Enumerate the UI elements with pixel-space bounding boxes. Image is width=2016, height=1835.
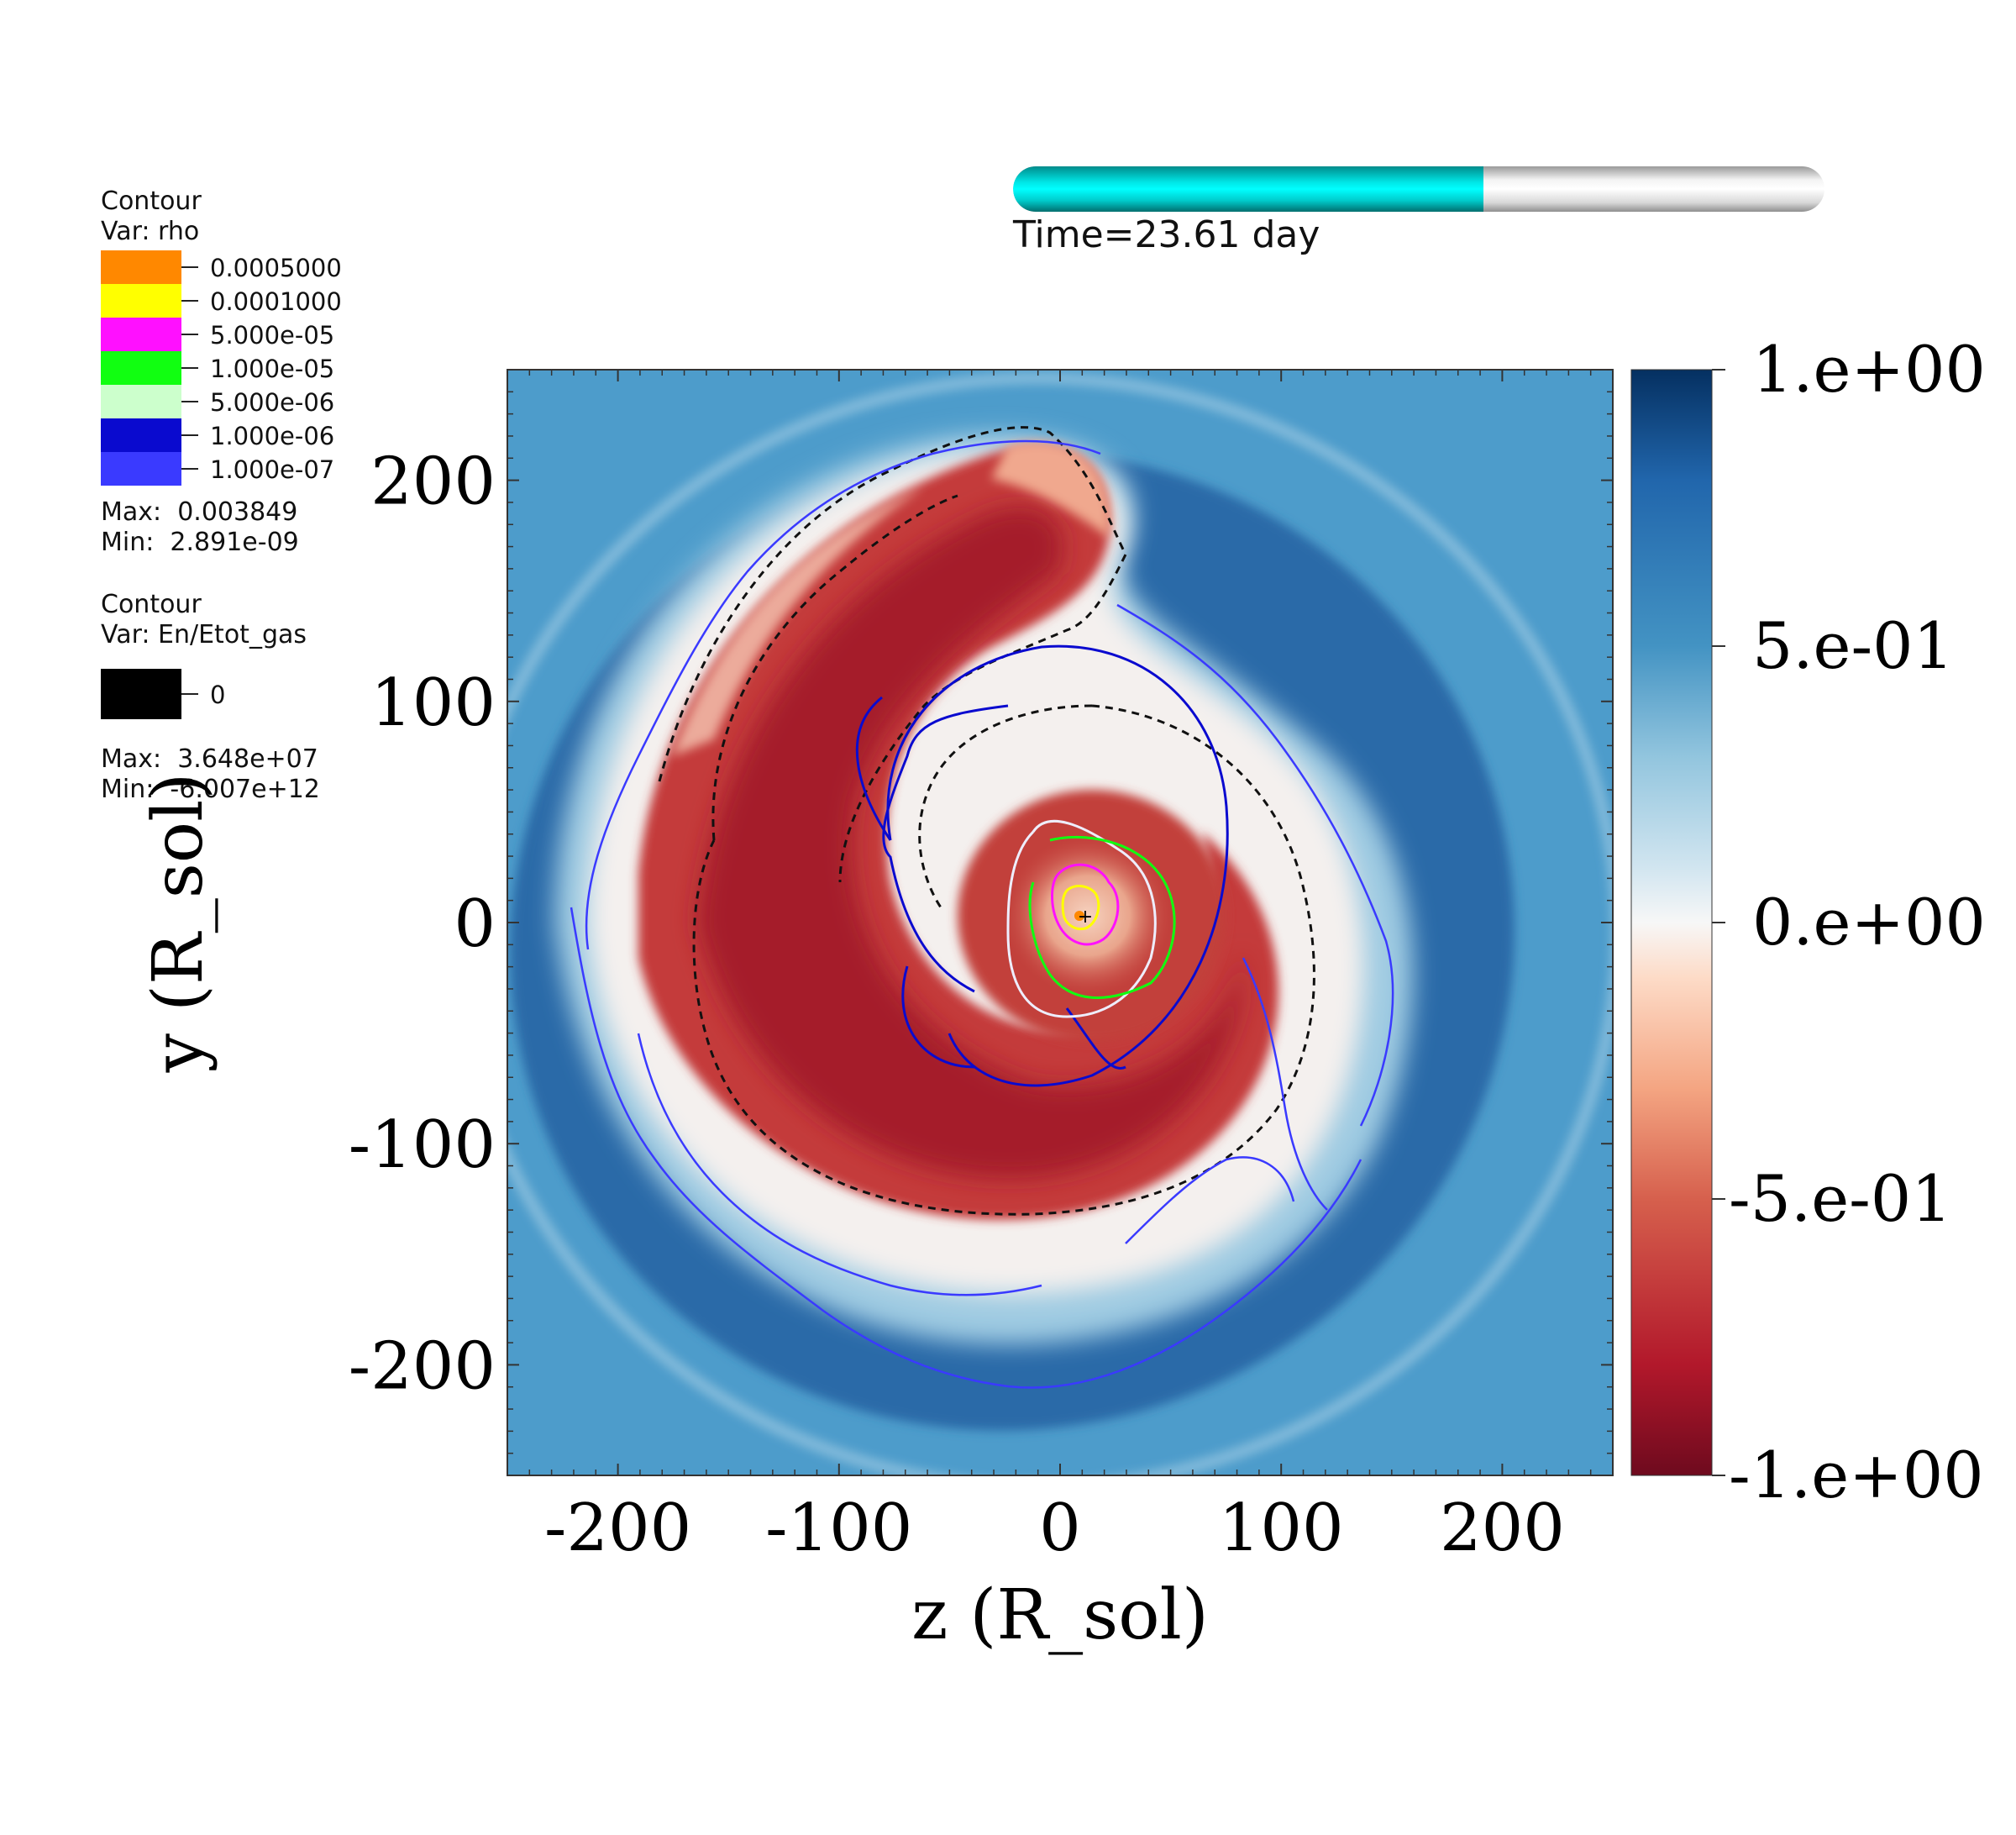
colorbar-tick-label: -1.e+00 [1729,1438,1984,1512]
legend-max: Max: 0.003849 [101,497,298,527]
x-tick-label: -200 [544,1491,691,1566]
legend-swatch [101,318,181,351]
legend-entry: 5.000e-06 [101,385,334,418]
x-tick-label: 200 [1440,1491,1565,1566]
rho-contour-1e-06 [1065,1007,1126,1070]
rho-contour-1e-06 [886,644,1229,1087]
legend-entry: 0 [101,669,320,719]
legend-value: 5.000e-05 [210,321,335,350]
legend-swatch [101,669,181,719]
legend-tick [181,300,198,302]
rho-contour-5e-05 [1051,863,1120,946]
rho-contour-1e-07 [585,439,1101,950]
colorbar-ticks [1712,369,1725,1476]
legend-value: 1.000e-06 [210,422,335,450]
legend-entry: 0.0001000 [101,284,342,318]
y-axis-tick-labels: 200 100 0 -100 -200 [349,444,496,1405]
legend-entry: 1.000e-05 [101,351,334,385]
legend-swatch [101,385,181,418]
legend-tick [181,434,198,436]
legend-max: Max: 3.648e+07 [101,744,318,774]
arm-outer-edge [672,487,924,756]
legend-min: Min: 2.891e-09 [101,528,299,557]
x-axis-label: z (R_sol) [911,1575,1209,1655]
legend-variable: Var: rho [101,217,200,246]
legend-value: 0.0001000 [210,287,342,316]
legend-value: 1.000e-07 [210,455,335,484]
colorbar-tick-label: -5.e-01 [1729,1161,1952,1236]
legend-swatch [101,452,181,486]
energy-legend-entries: 0 [101,669,320,719]
x-tick-label: -100 [765,1491,912,1566]
time-label: Time=23.61 day [1013,213,1320,256]
rho-contour-1e-07 [1125,1156,1295,1244]
colorbar-tick-label: 5.e-01 [1752,608,1954,683]
legend-tick [181,693,198,695]
rho-contour-1e-07 [570,907,1362,1389]
legend-tick [181,468,198,470]
y-axis-ticks [507,369,1613,1476]
colorbar [1630,369,1713,1476]
energy-zero-contour [658,426,1127,883]
rho-contour-1e-06 [855,696,892,841]
rho-contour-1e-07 [637,1033,1042,1296]
rho-contour-legend: Contour Var: rho 0.0005000 0.0001000 5.000… [101,187,342,558]
y-axis-label: y (R_sol) [139,773,218,1074]
y-tick-label: 200 [370,444,496,520]
rho-legend-entries: 0.0005000 0.0001000 5.000e-05 1.000e-05 5.00… [101,250,342,486]
y-tick-label: 100 [370,665,496,741]
legend-value: 0 [210,681,226,709]
marker-cross: + [1078,907,1093,928]
rho-contour-5e-04 [1074,911,1084,921]
energy-contour-legend: Contour Var: En/Etot_gas 0 Max: 3.648e+0… [101,590,320,805]
legend-swatch [101,284,181,318]
rho-contour-1e-07 [1242,957,1328,1211]
colorbar-tick-labels: 1.e+00 5.e-01 0.e+00 -5.e-01 -1.e+00 [1729,332,1986,1512]
rho-contour-1e-06 [882,704,1009,993]
x-tick-label: 100 [1219,1491,1344,1566]
legend-value: 1.000e-05 [210,355,335,383]
legend-entry: 1.000e-06 [101,418,334,452]
legend-entry: 5.000e-05 [101,318,334,351]
y-tick-label: 0 [454,886,496,962]
legend-tick [181,401,198,402]
x-axis-ticks [507,370,1614,1475]
rho-contour-1e-06 [901,965,975,1069]
legend-value: 0.0005000 [210,254,342,282]
time-progress-bar [1013,166,1824,212]
legend-value: 5.000e-06 [210,388,335,417]
y-tick-label: -200 [349,1328,496,1404]
legend-swatch [101,250,181,284]
colorbar-tick-label: 1.e+00 [1752,332,1986,407]
energy-zero-contour [711,494,958,841]
x-tick-label: 0 [1039,1491,1081,1566]
rho-contour-1e-04 [1061,885,1100,931]
legend-swatch [101,418,181,452]
legend-tick [181,266,198,268]
legend-tick [181,334,198,335]
energy-zero-contour [918,704,1093,908]
legend-entry: 0.0005000 [101,250,342,284]
legend-tick [181,367,198,369]
density-field: + [507,370,1613,1475]
time-progress-fill [1013,166,1484,212]
legend-min: Min: -6.007e+12 [101,775,320,804]
dark-red-core-arm [697,507,1244,1179]
legend-variable: Var: En/Etot_gas [101,620,307,649]
rho-contour-1e-05 [1028,835,1176,999]
legend-entry: 1.000e-07 [101,452,334,486]
x-axis-tick-labels: -200 -100 0 100 200 [544,1491,1565,1566]
rho-contour-1e-07 [1116,603,1394,1127]
y-tick-label: -100 [349,1107,496,1183]
legend-title: Contour [101,187,202,216]
outer-ring [507,372,1613,1475]
colorbar-tick-label: 0.e+00 [1752,885,1986,960]
legend-title: Contour [101,590,202,619]
core-glow [1004,836,1172,996]
rho-contour-5e-06 [1006,819,1157,1018]
legend-swatch [101,351,181,385]
